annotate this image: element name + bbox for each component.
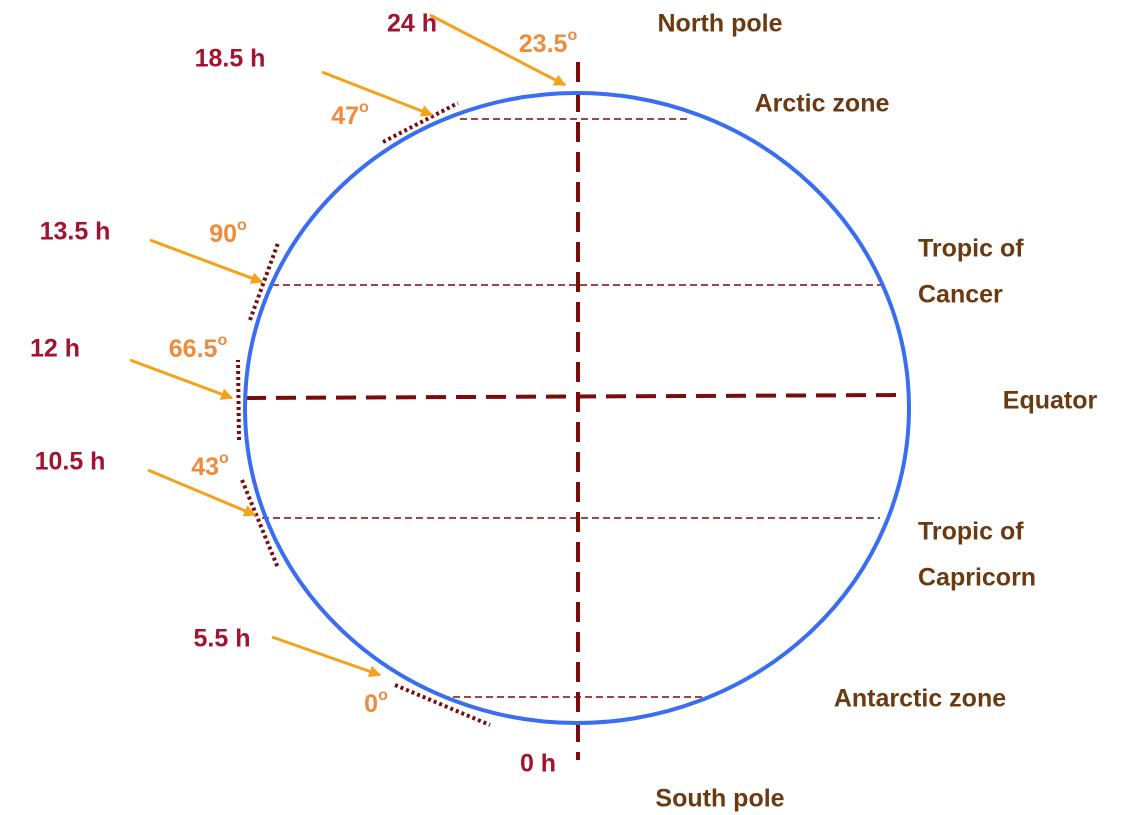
hours-label: 0 h <box>520 750 556 778</box>
zone-label: North pole <box>658 10 783 38</box>
arrow <box>129 358 234 400</box>
arrow <box>429 13 567 87</box>
angle-label: 0o <box>364 687 388 717</box>
arrow <box>271 635 382 678</box>
tangent <box>236 359 241 441</box>
equator-line <box>245 393 906 400</box>
tangent <box>394 683 491 727</box>
hours-label: 24 h <box>387 10 437 38</box>
angle-value: 47 <box>331 102 359 130</box>
angle-degree: o <box>567 27 577 44</box>
arrow <box>147 468 257 517</box>
angle-degree: o <box>219 450 229 467</box>
zone-label: Tropic of <box>918 518 1024 546</box>
hours-label: 18.5 h <box>195 45 266 73</box>
tangent <box>248 242 280 321</box>
angle-value: 90 <box>209 220 237 248</box>
angle-label: 90o <box>209 217 247 247</box>
hours-label: 12 h <box>30 335 80 363</box>
angle-value: 66.5 <box>169 335 218 363</box>
tangent <box>382 101 459 144</box>
tangents <box>236 101 491 727</box>
hours-label: 5.5 h <box>194 625 251 653</box>
arrow <box>321 70 434 117</box>
zone-label: Capricorn <box>918 564 1036 592</box>
zone-label: Arctic zone <box>755 90 890 118</box>
angle-degree: o <box>237 217 247 234</box>
earth <box>243 91 911 725</box>
angle-degree: o <box>378 687 388 704</box>
arrow <box>149 238 264 284</box>
zone-label: Equator <box>1003 387 1098 415</box>
zone-label: Tropic of <box>918 235 1024 263</box>
angle-label: 66.5o <box>169 332 228 362</box>
tangent <box>240 479 280 569</box>
latitude-lines <box>245 62 906 760</box>
angle-value: 0 <box>364 690 378 718</box>
angle-label: 47o <box>331 99 369 129</box>
angle-value: 43 <box>191 453 219 481</box>
angle-degree: o <box>359 99 369 116</box>
angle-label: 43o <box>191 450 229 480</box>
zone-label: Cancer <box>918 281 1003 309</box>
arrows <box>129 13 567 678</box>
zone-label: Antarctic zone <box>834 685 1006 713</box>
angle-label: 23.5o <box>519 27 578 57</box>
angle-degree: o <box>217 332 227 349</box>
zone-label: South pole <box>655 785 784 813</box>
hours-label: 10.5 h <box>35 448 106 476</box>
hours-label: 13.5 h <box>40 218 111 246</box>
angle-value: 23.5 <box>519 30 568 58</box>
